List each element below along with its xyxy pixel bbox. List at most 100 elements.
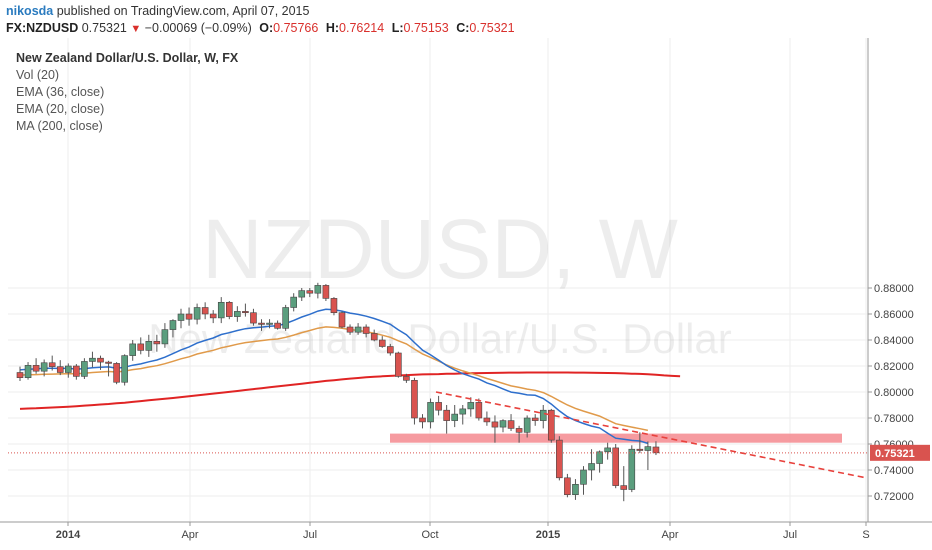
candle-body — [580, 469, 587, 485]
y-tick-label: 0.72000 — [874, 491, 914, 503]
x-tick-label: Apr — [661, 529, 678, 541]
candle-body — [459, 408, 467, 415]
close-value: 0.75321 — [469, 21, 515, 35]
candle-body — [314, 285, 322, 294]
candle-body — [547, 409, 555, 441]
candle-body — [24, 365, 32, 379]
candle-body — [113, 363, 120, 383]
candle-body — [56, 366, 64, 373]
high-label: H: — [325, 21, 340, 35]
candle-body — [338, 312, 346, 328]
candle-body — [274, 322, 281, 329]
price-chart[interactable]: NZDUSD, W New Zealand Dollar/U.S. Dollar 0… — [0, 38, 932, 550]
candle-body — [451, 413, 459, 421]
candle-body — [306, 290, 314, 294]
candle-body — [483, 417, 491, 423]
open-label: O: — [259, 21, 274, 35]
author-link[interactable]: nikosda — [6, 4, 54, 18]
y-tick-label: 0.84000 — [874, 335, 914, 347]
down-arrow-icon: ▼ — [130, 23, 142, 35]
published-text: published on TradingView.com, April 07, … — [56, 4, 310, 18]
candle-body — [419, 417, 426, 423]
candle-body — [395, 352, 402, 377]
candle-body — [531, 417, 539, 421]
candle-body — [169, 320, 177, 330]
candle-body — [282, 307, 289, 329]
low-value: 0.75153 — [403, 21, 449, 35]
x-tick-label: Apr — [181, 529, 198, 541]
candle-body — [234, 311, 241, 317]
legend-ema36[interactable]: EMA (36, close) — [16, 85, 105, 99]
candle-body — [65, 365, 72, 373]
candle-body — [515, 428, 523, 433]
high-value: 0.76214 — [339, 21, 385, 35]
candle-body — [201, 307, 209, 315]
chart-header: nikosda published on TradingView.com, Ap… — [0, 0, 932, 38]
candle-body — [620, 485, 628, 490]
candle-body — [588, 463, 595, 471]
candle-body — [403, 376, 410, 381]
candle-body — [491, 421, 499, 428]
candle-body — [556, 439, 563, 479]
candle-body — [81, 361, 88, 377]
y-tick-label: 0.74000 — [874, 465, 914, 477]
candle-body — [258, 322, 265, 325]
candle-body — [523, 417, 531, 433]
candle-body — [298, 290, 306, 298]
last-price-tag — [870, 444, 930, 461]
candle-body — [354, 326, 362, 333]
candle-body — [250, 312, 257, 324]
last-price-label: 0.75321 — [875, 448, 915, 460]
candle-body — [636, 448, 644, 451]
legend-ema20[interactable]: EMA (20, close) — [16, 102, 105, 116]
x-tick-label: Jul — [303, 529, 317, 541]
last-price: 0.75321 — [81, 21, 127, 35]
candle-body — [161, 329, 169, 345]
candle-body — [564, 477, 571, 495]
open-value: 0.75766 — [273, 21, 319, 35]
watermark-symbol: NZDUSD, W — [202, 202, 678, 296]
legend-vol[interactable]: Vol (20) — [16, 68, 60, 82]
x-tick-label: 2015 — [536, 529, 560, 541]
x-tick-label: 2014 — [56, 529, 81, 541]
legend-ma200[interactable]: MA (200, close) — [16, 119, 103, 133]
candle-body — [217, 301, 225, 319]
candle-body — [193, 307, 201, 320]
quote-line: FX:NZDUSD 0.75321 ▼ −0.00069 (−0.09%) O:… — [6, 21, 515, 35]
candle-body — [177, 313, 185, 321]
candle-body — [499, 420, 507, 428]
candle-body — [346, 326, 354, 333]
y-tick-label: 0.80000 — [874, 387, 914, 399]
candle-body — [427, 402, 434, 423]
price-change: −0.00069 (−0.09%) — [144, 21, 252, 35]
y-tick-label: 0.86000 — [874, 309, 914, 321]
close-label: C: — [456, 21, 470, 35]
candle-body — [370, 333, 378, 341]
candle-body — [572, 483, 579, 495]
candle-body — [596, 451, 603, 464]
candle-body — [467, 402, 475, 410]
x-tick-label: Jul — [783, 529, 797, 541]
candle-body — [644, 446, 652, 451]
candle-body — [652, 446, 660, 454]
candle-body — [242, 311, 249, 313]
candle-body — [121, 355, 128, 383]
candle-body — [73, 365, 80, 377]
candle-body — [386, 346, 394, 354]
candle-body — [105, 361, 112, 364]
candle-body — [604, 447, 611, 453]
candle-body — [185, 313, 193, 320]
candle-body — [612, 447, 620, 486]
candle-body — [209, 313, 217, 319]
candle-body — [507, 420, 515, 429]
candle-body — [362, 326, 370, 334]
x-tick-label: S — [862, 529, 869, 541]
candle-body — [539, 409, 547, 421]
y-tick-label: 0.78000 — [874, 413, 914, 425]
publish-line: nikosda published on TradingView.com, Ap… — [6, 4, 309, 18]
candle-body — [129, 343, 136, 356]
symbol-label[interactable]: FX:NZDUSD — [6, 21, 79, 35]
candle-body — [475, 402, 483, 419]
candle-body — [48, 362, 56, 367]
ma200-line — [19, 371, 681, 410]
